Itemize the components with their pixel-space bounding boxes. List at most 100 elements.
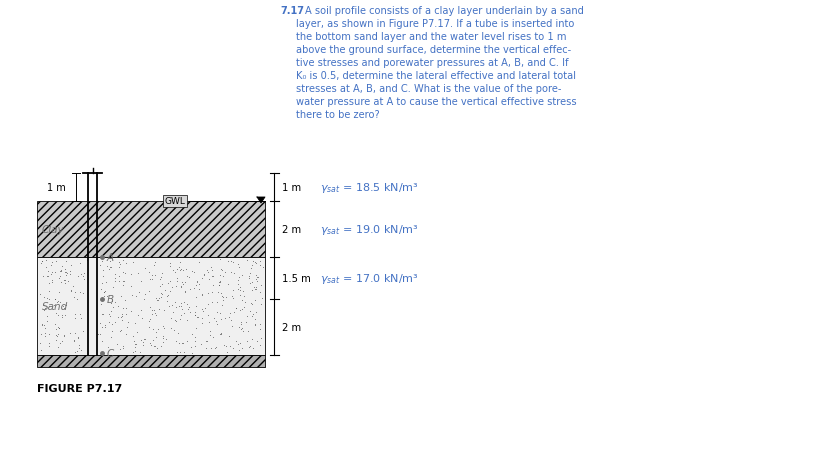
Point (251, 277, 264, 285)
Text: 1.5 m: 1.5 m (282, 274, 310, 283)
Point (174, 283, 188, 291)
Point (229, 305, 242, 312)
Point (215, 292, 229, 300)
Point (143, 324, 156, 331)
Point (74, 311, 87, 319)
Point (188, 269, 201, 276)
Point (120, 304, 133, 312)
Point (233, 273, 246, 280)
Point (41, 318, 54, 325)
Point (253, 262, 266, 269)
Point (151, 297, 164, 304)
Point (232, 285, 245, 293)
Point (69, 330, 82, 337)
Point (185, 331, 198, 338)
Point (255, 300, 268, 308)
Point (152, 326, 165, 333)
Polygon shape (37, 355, 265, 367)
Point (115, 317, 129, 324)
Point (72, 341, 85, 349)
Point (135, 314, 148, 322)
Point (115, 327, 128, 335)
Point (250, 276, 263, 283)
Point (218, 341, 231, 349)
Point (54, 279, 67, 286)
Point (40, 295, 53, 302)
Point (195, 314, 208, 322)
Point (59, 276, 72, 284)
Point (47, 306, 60, 313)
Point (226, 295, 239, 302)
Point (248, 322, 261, 329)
Point (102, 344, 115, 351)
Point (55, 314, 68, 321)
Point (222, 281, 235, 288)
Point (36, 257, 49, 265)
Text: $\gamma_{sat}$ = 18.5 kN/m³: $\gamma_{sat}$ = 18.5 kN/m³ (320, 180, 419, 195)
Point (210, 309, 224, 316)
Point (206, 273, 219, 280)
Point (242, 328, 255, 335)
Point (92, 330, 105, 338)
Point (58, 276, 71, 284)
Point (245, 264, 258, 272)
Point (149, 309, 162, 317)
Point (53, 299, 66, 307)
Point (189, 302, 202, 309)
Point (133, 289, 146, 297)
Point (138, 296, 151, 303)
Point (173, 267, 186, 274)
Point (137, 341, 150, 349)
Point (186, 268, 199, 275)
Point (94, 285, 107, 293)
Point (38, 305, 52, 312)
Point (156, 280, 169, 288)
Point (116, 257, 129, 264)
Point (228, 270, 241, 277)
Point (154, 290, 167, 297)
Point (195, 275, 208, 282)
Point (189, 338, 202, 345)
Point (67, 336, 80, 344)
Point (250, 272, 263, 279)
Point (188, 311, 201, 319)
Point (113, 272, 126, 280)
Point (224, 269, 238, 276)
Point (180, 273, 193, 280)
Point (216, 297, 229, 304)
Point (191, 314, 204, 321)
Point (239, 299, 252, 306)
Point (58, 265, 71, 273)
Point (188, 312, 201, 319)
Point (174, 348, 187, 355)
Point (120, 311, 133, 319)
Point (113, 259, 126, 267)
Text: there to be zero?: there to be zero? (296, 110, 380, 120)
Point (77, 275, 90, 283)
Point (129, 341, 143, 348)
Point (76, 273, 89, 280)
Point (190, 282, 203, 289)
Text: the bottom sand layer and the water level rises to 1 m: the bottom sand layer and the water leve… (296, 32, 567, 42)
Text: 1 m: 1 m (48, 183, 66, 193)
Point (191, 314, 204, 321)
Point (111, 340, 124, 347)
Point (148, 342, 161, 349)
Point (248, 286, 261, 293)
Point (98, 287, 111, 295)
Point (156, 335, 170, 342)
Point (150, 312, 163, 319)
Point (152, 294, 165, 302)
Point (71, 273, 84, 280)
Point (148, 259, 161, 267)
Point (102, 266, 115, 273)
Point (210, 344, 223, 351)
Point (49, 326, 62, 333)
Text: A soil profile consists of a clay layer underlain by a sand: A soil profile consists of a clay layer … (305, 6, 584, 16)
Point (60, 269, 73, 276)
Point (205, 264, 218, 271)
Point (245, 286, 258, 294)
Point (129, 319, 142, 327)
Point (37, 302, 50, 309)
Text: FIGURE P7.17: FIGURE P7.17 (37, 383, 122, 393)
